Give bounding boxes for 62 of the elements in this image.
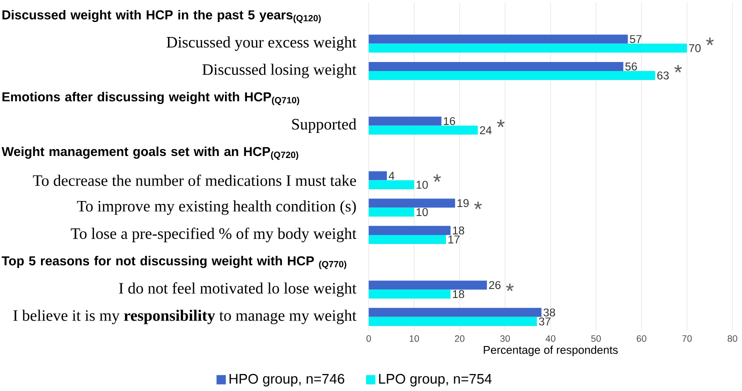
data-label: 10 xyxy=(416,180,428,189)
bar xyxy=(368,226,451,236)
data-label: 24 xyxy=(480,126,492,134)
y-tick-label: I believe it is my responsibility to manage my weight xyxy=(13,310,356,324)
x-tick-label: 10 xyxy=(410,335,419,342)
text: Discussed weight with HCP in the past 5 years$_{(Q120)}$ xyxy=(2,10,321,24)
annotation: * xyxy=(474,202,482,210)
bar xyxy=(368,280,487,290)
data-label: 16 xyxy=(444,117,456,126)
y-tick-label: Discussed losing weight xyxy=(202,64,356,78)
annotation: * xyxy=(506,284,514,292)
data-label: 38 xyxy=(543,308,556,316)
bar xyxy=(368,71,656,80)
bar xyxy=(368,235,446,244)
data-label: 63 xyxy=(657,72,669,80)
data-label: 18 xyxy=(452,290,464,298)
bar xyxy=(368,34,628,44)
bar xyxy=(368,126,478,135)
y-tick-label: To improve my existing health condition (s) xyxy=(77,200,356,215)
data-label: 4 xyxy=(388,172,394,180)
bar xyxy=(368,290,451,299)
text: Emotions after discussing weight with HCP$_{(Q710)}$ xyxy=(2,92,300,106)
y-tick-label: Supported xyxy=(292,118,356,133)
bar xyxy=(368,308,542,317)
x-tick-label: 60 xyxy=(636,335,646,342)
bar xyxy=(368,180,414,190)
bar xyxy=(368,316,537,326)
y-tick-label: Discussed your excess weight xyxy=(166,36,356,51)
x-tick-label: 50 xyxy=(591,335,601,342)
bar xyxy=(368,171,387,180)
legend-label: LPO group, n=754 xyxy=(379,374,492,387)
x-tick-label: 40 xyxy=(546,335,556,342)
data-label: 70 xyxy=(689,44,701,52)
bar xyxy=(368,116,442,126)
y-tick-label: I do not feel motivated lo lose weight xyxy=(119,282,356,297)
bar xyxy=(368,62,624,72)
y-tick-label: To decrease the number of medications I must take xyxy=(32,174,356,186)
annotation: * xyxy=(496,120,505,128)
x-tick-label: 20 xyxy=(454,335,464,342)
annotation: * xyxy=(706,38,714,46)
data-label: 10 xyxy=(416,208,428,216)
bar xyxy=(368,208,414,217)
data-label: 57 xyxy=(630,35,642,44)
x-tick-label: 30 xyxy=(500,335,510,342)
legend-label: HPO group, n=746 xyxy=(230,374,344,387)
data-label: 17 xyxy=(448,236,460,244)
annotation: * xyxy=(433,174,441,182)
x-tick-label: 80 xyxy=(728,335,738,342)
y-tick-label: To lose a pre-specified % of my body weight xyxy=(70,228,356,242)
x-tick-label: 0 xyxy=(366,335,371,342)
data-label: 26 xyxy=(489,281,501,290)
bar xyxy=(368,198,456,208)
data-label: 19 xyxy=(458,199,469,208)
data-label: 37 xyxy=(538,318,550,326)
bar xyxy=(368,44,687,53)
x-tick-label: 70 xyxy=(682,335,692,342)
annotation: * xyxy=(674,65,682,72)
text: Top 5 reasons for not discussing weight with HCP $_{(Q770)}$ xyxy=(2,256,346,270)
x-axis-title: Percentage of respondents xyxy=(484,346,618,356)
data-label: 56 xyxy=(625,62,637,71)
data-label: 18 xyxy=(452,226,464,234)
text: Weight management goals set with an HCP$_{(Q720)}$ xyxy=(2,146,298,160)
